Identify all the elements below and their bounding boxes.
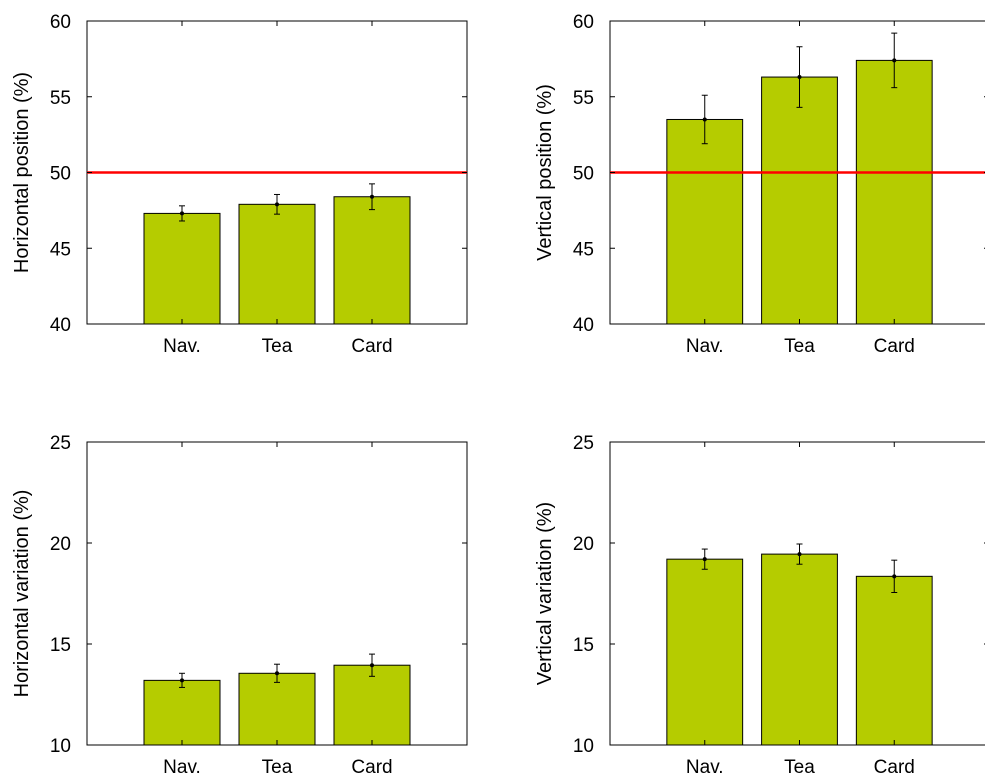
y-tick-label: 60 (50, 12, 71, 33)
x-tick-label: Tea (262, 336, 293, 357)
y-tick-label: 55 (573, 88, 594, 109)
error-bar (179, 672, 185, 688)
y-tick-label: 10 (50, 736, 71, 757)
y-axis-label: Vertical variation (%) (534, 502, 556, 685)
x-tick-label: Card (874, 757, 915, 776)
x-tick-label: Card (351, 757, 392, 776)
error-bar (274, 193, 280, 215)
y-axis-label: Vertical position (%) (534, 84, 556, 261)
bar-card (333, 196, 411, 325)
bar-card (855, 575, 933, 746)
y-axis-label: Horizontal variation (%) (11, 490, 33, 698)
bar-tea (761, 553, 838, 746)
x-tick-label: Nav. (163, 757, 201, 776)
y-tick-label: 45 (573, 239, 594, 260)
error-bar (796, 46, 803, 108)
y-tick-label: 25 (50, 433, 71, 454)
error-bar (369, 183, 375, 211)
x-tick-label: Nav. (686, 336, 724, 357)
bar-card (333, 664, 411, 746)
y-tick-label: 15 (50, 635, 71, 656)
error-bar (701, 94, 708, 145)
x-tick-label: Card (351, 336, 392, 357)
chart-panel-4: 10 15 20 25 Nav. Tea Card Vertical variation (%… (534, 433, 985, 776)
error-bar (891, 32, 898, 89)
x-tick-label: Nav. (163, 336, 201, 357)
y-tick-label: 25 (573, 433, 594, 454)
y-tick-label: 60 (573, 12, 594, 33)
y-axis-label: Horizontal position (%) (11, 72, 33, 273)
chart-panel-3: 10 15 20 25 Nav. Tea Card Horizontal variation … (11, 433, 468, 776)
error-bar (179, 205, 185, 222)
y-tick-label: 50 (50, 164, 71, 185)
error-bar (274, 663, 280, 683)
y-tick-label: 10 (573, 736, 594, 757)
y-tick-label: 45 (50, 239, 71, 260)
bar-tea (238, 672, 316, 746)
chart-panel-2: 40 45 50 55 60 Nav. Tea Card Vertical position (… (534, 12, 985, 357)
y-tick-label: 50 (573, 164, 594, 185)
y-tick-label: 40 (50, 315, 71, 336)
x-tick-label: Card (874, 336, 915, 357)
bar-nav (666, 118, 744, 325)
chart-panel-1: 40 45 50 55 60 Nav. Tea Card Horizontal position… (11, 12, 468, 357)
error-bar (701, 548, 708, 570)
x-tick-label: Tea (784, 336, 815, 357)
y-tick-label: 20 (50, 534, 71, 555)
x-tick-label: Tea (262, 757, 293, 776)
bar-nav (143, 212, 221, 325)
error-bar (796, 543, 803, 565)
error-bar (891, 559, 898, 593)
y-tick-label: 15 (573, 635, 594, 656)
bar-card (855, 59, 933, 325)
bar-tea (238, 203, 316, 325)
bar-tea (761, 76, 838, 325)
x-tick-label: Nav. (686, 757, 724, 776)
y-tick-label: 40 (573, 315, 594, 336)
y-tick-label: 20 (573, 534, 594, 555)
bar-nav (666, 558, 744, 746)
bar-nav (143, 679, 221, 746)
x-tick-label: Tea (784, 757, 815, 776)
y-tick-label: 55 (50, 88, 71, 109)
error-bar (369, 653, 375, 677)
